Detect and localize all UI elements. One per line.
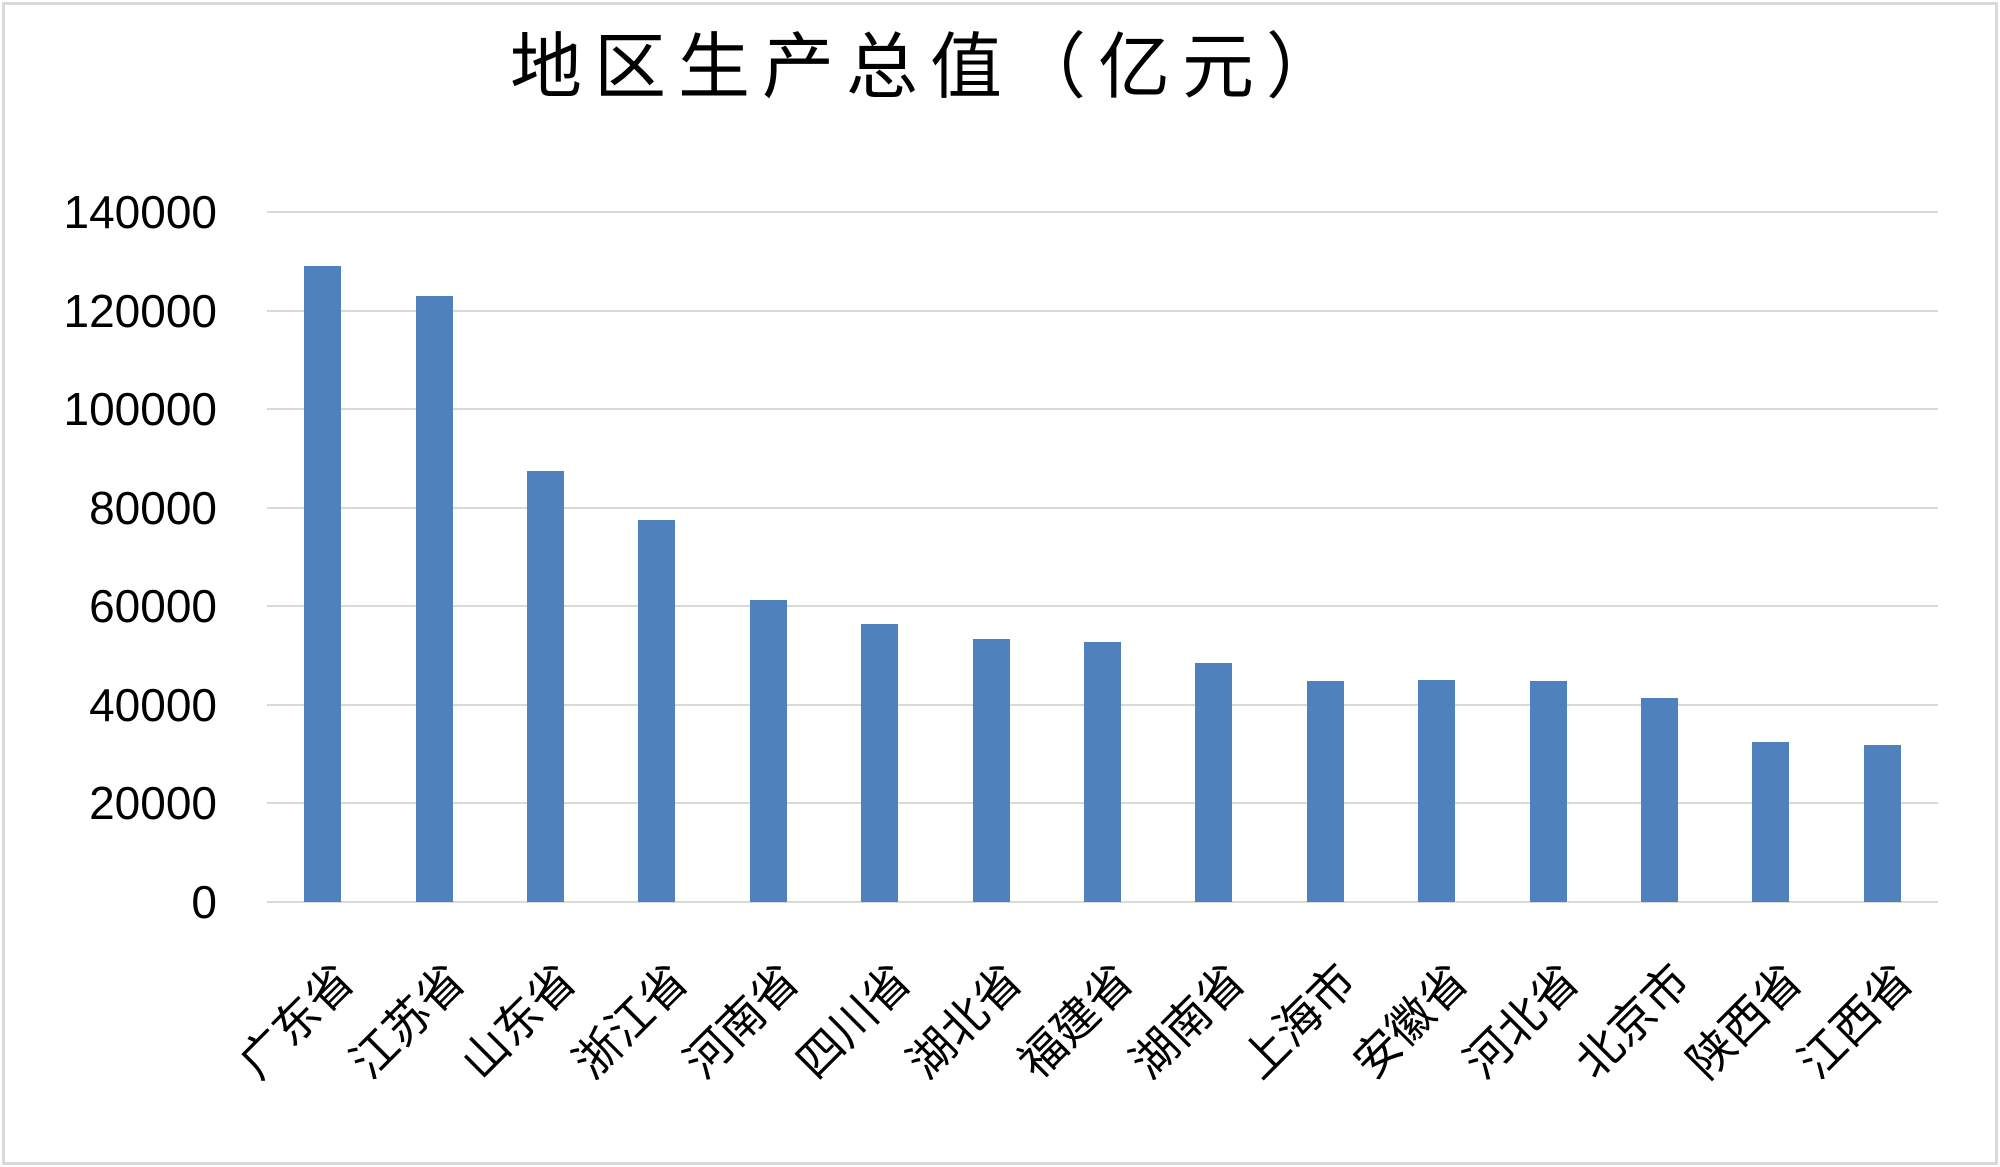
bar <box>1864 745 1901 902</box>
y-tick-label: 100000 <box>63 383 218 436</box>
x-category-label: 河北省 <box>1453 953 1590 1089</box>
x-category-label: 安徽省 <box>1342 953 1479 1089</box>
gridline <box>267 901 1938 903</box>
x-category-label: 江西省 <box>1787 953 1924 1089</box>
gridline <box>267 211 1938 213</box>
bar <box>638 520 675 902</box>
bar <box>750 600 787 902</box>
bar <box>1752 742 1789 902</box>
x-category-label: 陕西省 <box>1676 953 1813 1089</box>
chart-title: 地区生产总值（亿元） <box>509 25 1350 109</box>
x-category-label: 北京市 <box>1564 953 1701 1089</box>
bar <box>304 266 341 902</box>
x-category-label: 福建省 <box>1007 953 1144 1089</box>
x-category-label: 四川省 <box>785 953 922 1089</box>
bar <box>1307 681 1344 902</box>
gridline <box>267 309 1938 312</box>
y-tick-label: 60000 <box>89 580 217 633</box>
x-category-label: 浙江省 <box>562 953 699 1089</box>
x-category-label: 湖北省 <box>896 953 1033 1089</box>
bar <box>1084 642 1121 902</box>
gridline <box>267 408 1938 411</box>
x-category-label: 河南省 <box>673 953 810 1089</box>
bar <box>527 471 564 902</box>
gridline <box>267 506 1938 509</box>
y-tick-label: 40000 <box>89 678 217 731</box>
y-tick-label: 20000 <box>89 777 217 830</box>
bar <box>416 296 453 902</box>
x-category-label: 江苏省 <box>339 953 476 1089</box>
x-category-label: 湖南省 <box>1119 953 1256 1089</box>
bar <box>1418 680 1455 902</box>
bar <box>1195 663 1232 902</box>
bar <box>973 639 1010 902</box>
gridline <box>267 605 1938 608</box>
x-category-label: 广东省 <box>228 953 365 1089</box>
y-tick-label: 0 <box>191 876 217 928</box>
y-tick-label: 120000 <box>63 284 218 337</box>
y-tick-label: 140000 <box>63 186 218 238</box>
x-category-label: 上海市 <box>1230 953 1367 1089</box>
y-tick-label: 80000 <box>89 481 217 534</box>
bar <box>1530 681 1567 902</box>
bar <box>861 624 898 902</box>
x-category-label: 山东省 <box>450 953 587 1089</box>
bar <box>1641 698 1678 902</box>
